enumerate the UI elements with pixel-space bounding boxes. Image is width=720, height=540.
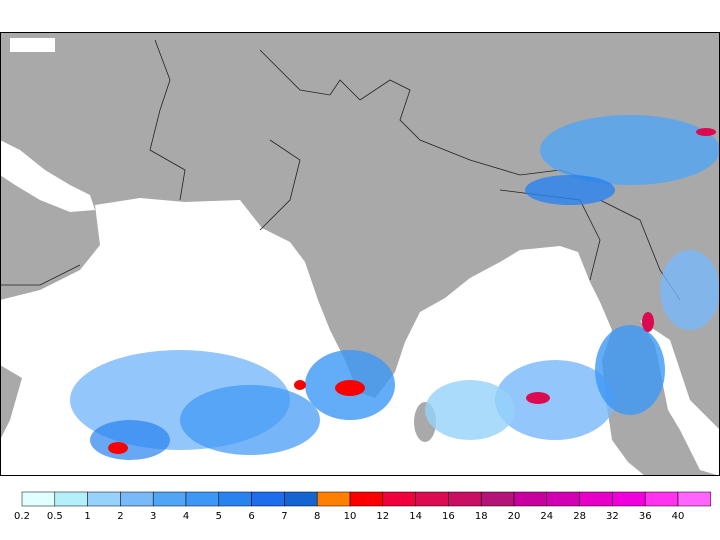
colorbar-box	[415, 491, 449, 507]
precip-cell	[642, 312, 654, 332]
colorbar-box	[152, 491, 187, 507]
colorbar-box	[251, 491, 285, 507]
colorbar-label: 16	[442, 511, 455, 522]
precip-cell	[335, 380, 365, 396]
precip-cell	[425, 380, 515, 440]
caspian-sea	[10, 38, 55, 52]
colorbar-box	[120, 491, 154, 507]
colorbar-box	[87, 491, 121, 507]
colorbar-label: 7	[281, 511, 287, 522]
colorbar-box	[284, 491, 318, 507]
colorbar-box	[21, 491, 56, 507]
colorbar-box	[54, 491, 88, 507]
precip-cell	[294, 380, 306, 390]
colorbar-box	[612, 491, 646, 507]
colorbar-box	[513, 491, 548, 507]
colorbar-label: 36	[639, 511, 652, 522]
precip-cell	[495, 360, 615, 440]
colorbar-label: 1	[84, 511, 90, 522]
colorbar-label: 24	[540, 511, 553, 522]
colorbar-label: 0.2	[14, 511, 30, 522]
colorbar-label: 40	[672, 511, 685, 522]
colorbar: 0.2 0.5 1 2 3 4 5 6 7 8 10 12 14 16 18 20 24 28 32 36 40	[14, 491, 712, 522]
precip-cell	[660, 250, 720, 330]
colorbar-label: 10	[344, 511, 357, 522]
colorbar-label: 5	[216, 511, 222, 522]
colorbar-label: 14	[409, 511, 422, 522]
precip-cell	[525, 175, 615, 205]
precip-cell	[526, 392, 550, 404]
colorbar-box	[644, 491, 679, 507]
colorbar-label: 2	[117, 511, 123, 522]
colorbar-box	[316, 491, 351, 507]
colorbar-box	[382, 491, 416, 507]
colorbar-label: 4	[183, 511, 189, 522]
precip-cell	[180, 385, 320, 455]
colorbar-label: 8	[314, 511, 320, 522]
precip-cell	[595, 325, 665, 415]
colorbar-box	[546, 491, 580, 507]
colorbar-box	[448, 491, 482, 507]
colorbar-label: 18	[475, 511, 488, 522]
country-border	[0, 39, 681, 301]
map	[0, 32, 720, 476]
colorbar-label: 6	[248, 511, 254, 522]
colorbar-label: 3	[150, 511, 156, 522]
colorbar-box	[480, 491, 515, 507]
precipitation	[70, 115, 720, 460]
colorbar-label: 20	[508, 511, 521, 522]
persian-gulf	[0, 140, 95, 212]
colorbar-label: 0.5	[47, 511, 63, 522]
colorbar-box	[218, 491, 252, 507]
colorbar-box	[677, 491, 712, 507]
precip-cell	[540, 115, 720, 185]
colorbar-label: 32	[606, 511, 619, 522]
colorbar-box	[185, 491, 220, 507]
colorbar-label: 28	[573, 511, 586, 522]
colorbar-box	[349, 491, 384, 507]
precip-cell	[90, 420, 170, 460]
colorbar-box	[579, 491, 613, 507]
colorbar-label: 12	[376, 511, 389, 522]
precip-cell	[696, 128, 716, 136]
precip-cell	[108, 442, 128, 454]
